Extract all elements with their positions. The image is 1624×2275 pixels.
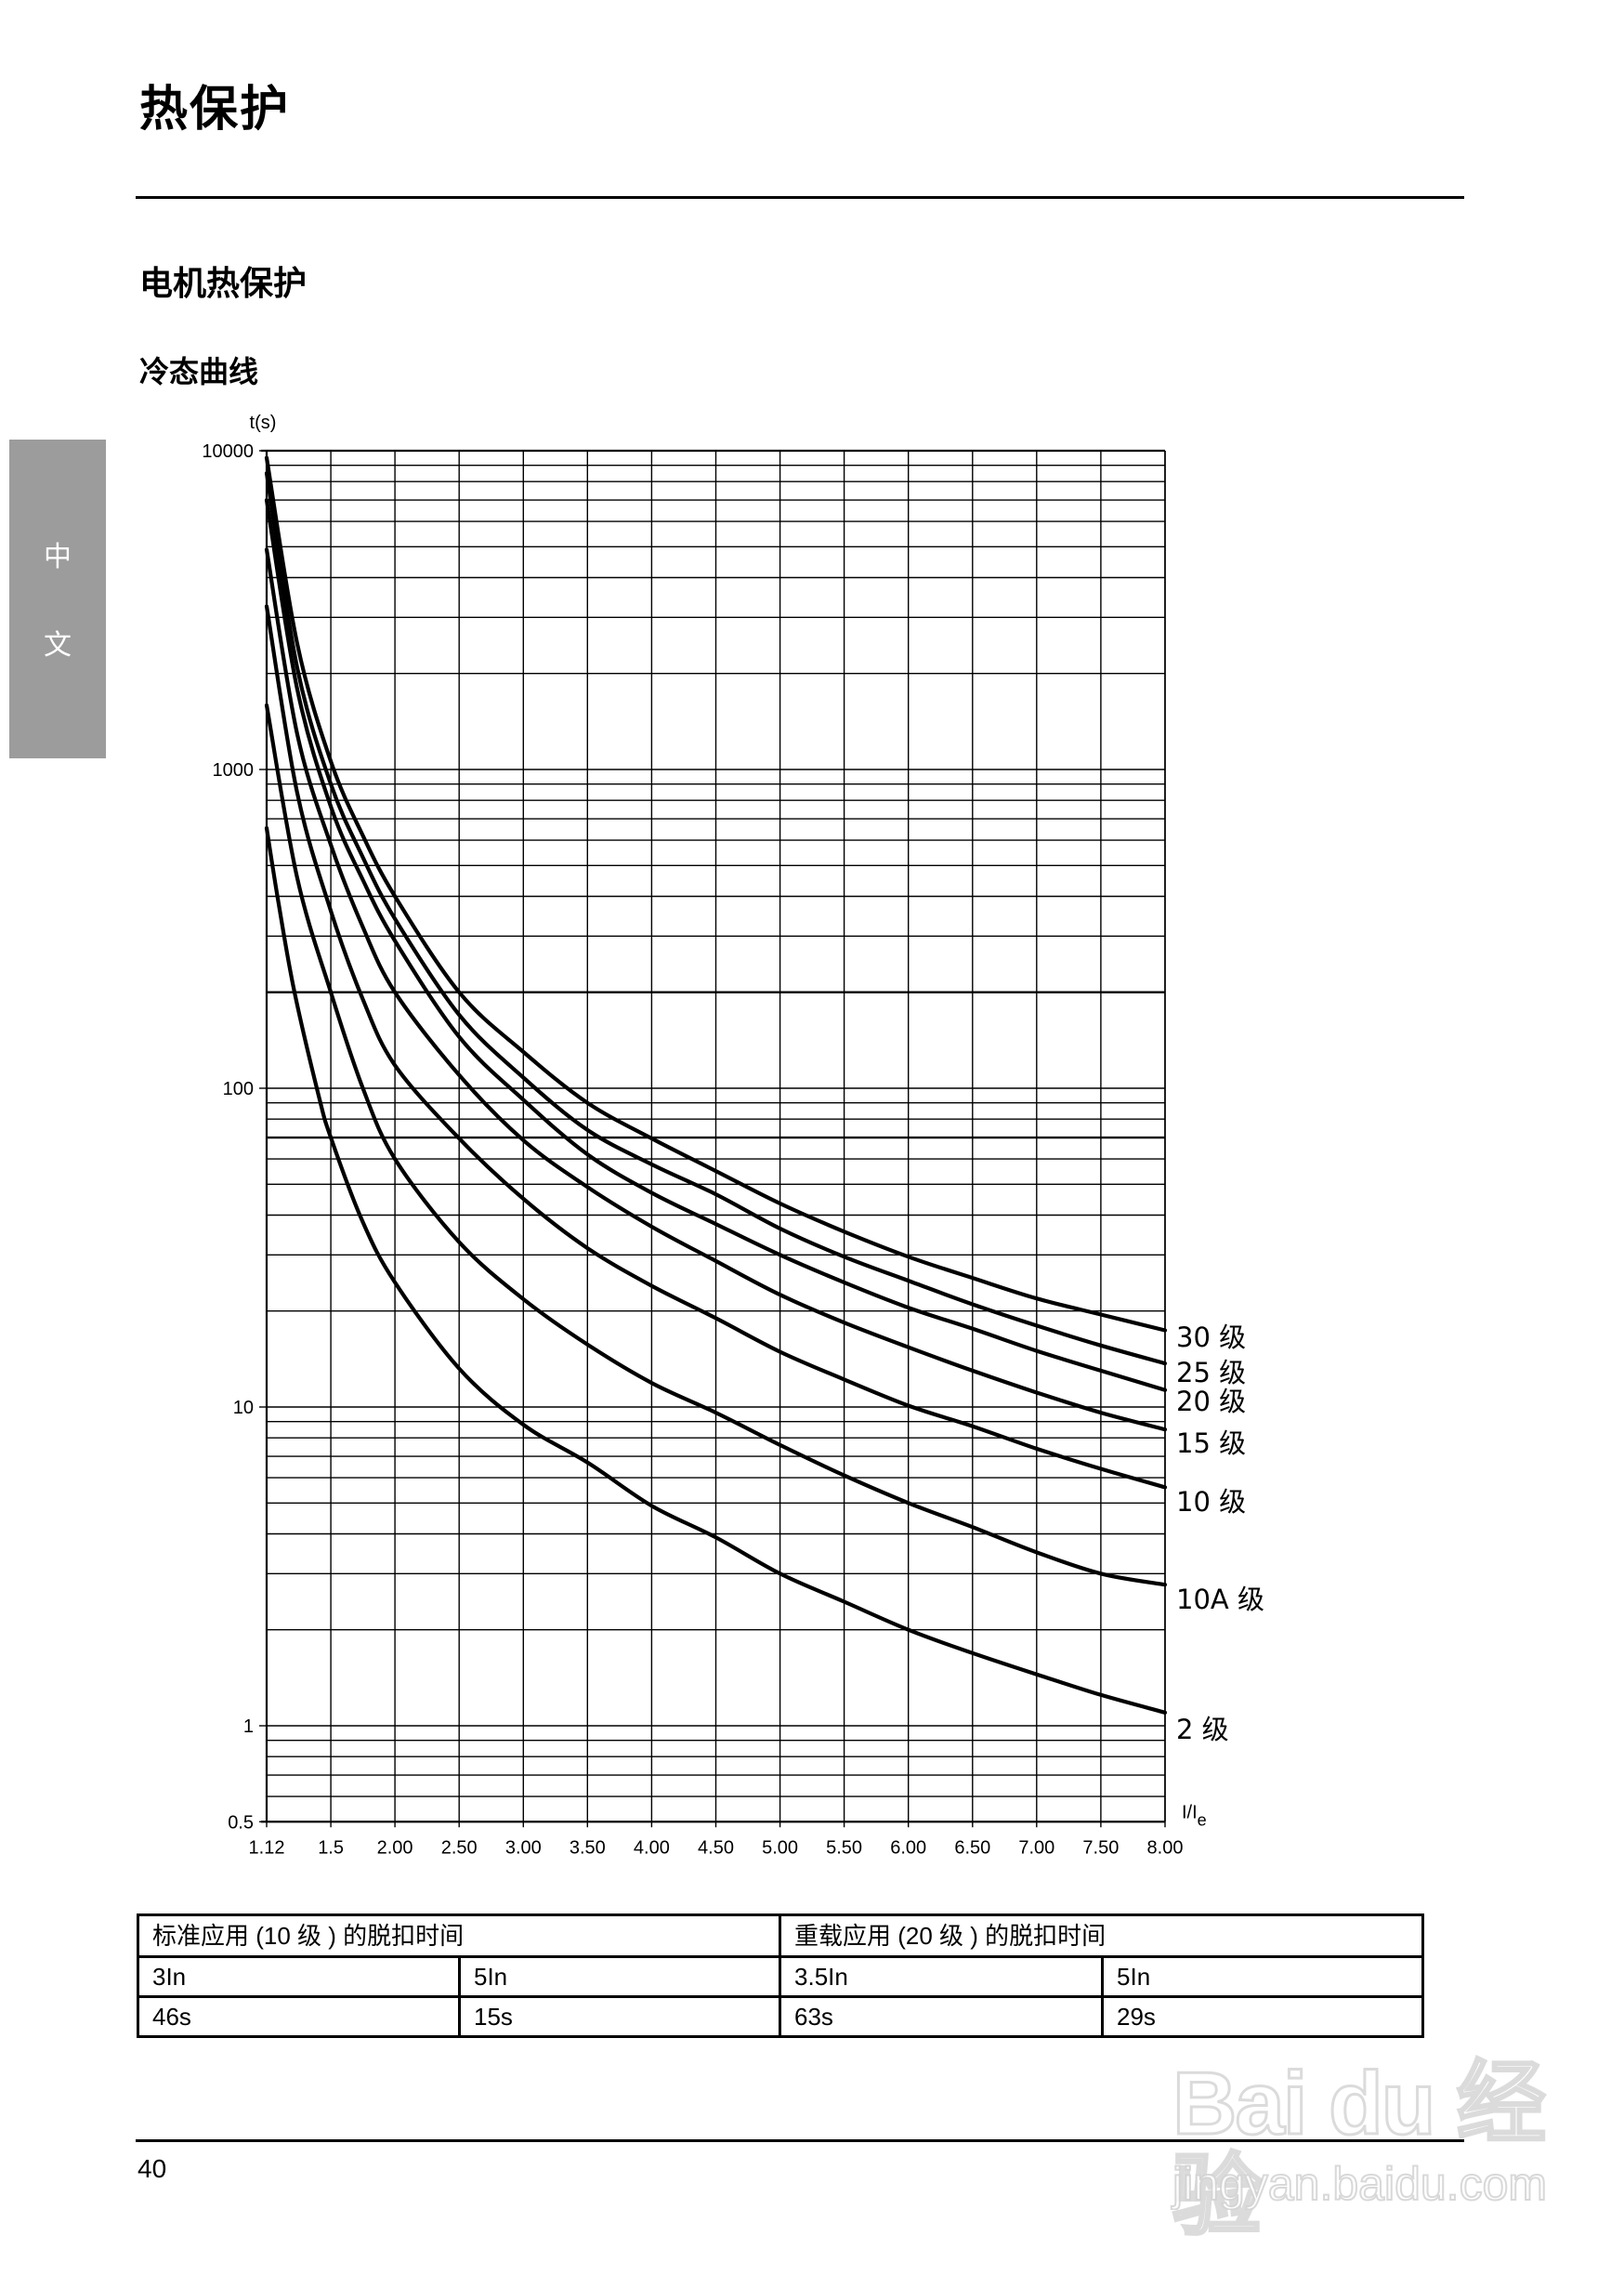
section-heading: 电机热保护: [139, 265, 308, 303]
trip-curve-10A级: [264, 703, 1168, 1587]
watermark-url: jingyan.baidu.com: [1172, 2157, 1548, 2211]
table-group-heavy: 重载应用 (20 级 ) 的脱扣时间: [779, 1913, 1425, 1958]
x-tick-label: 4.00: [634, 1837, 670, 1858]
trip-curve-10级: [264, 604, 1168, 1490]
table-cell: 5In: [457, 1955, 782, 1998]
x-tick-label: 4.50: [698, 1837, 734, 1858]
chart-labels: 30 级 25 级20 级 15 级 10 级 10A 级 2 级: [1176, 1322, 1264, 1745]
x-tick-label: 6.00: [890, 1837, 926, 1858]
curve-label: 20 级: [1176, 1386, 1246, 1417]
x-axis-title: I/Ie: [1182, 1802, 1207, 1829]
trip-curve-30级: [264, 455, 1168, 1333]
table-header-row: 标准应用 (10 级 ) 的脱扣时间 重载应用 (20 级 ) 的脱扣时间: [136, 1913, 1425, 1958]
trip-curve-chart: 1.12 1.5 2.00 2.50 3.00 3.50 4.00 4.50 5.00 5.50 6…: [202, 413, 1264, 1858]
table-cell: 46s: [137, 1995, 461, 2038]
x-tick-label: 2.00: [377, 1837, 413, 1858]
chart-heading: 冷态曲线: [139, 354, 259, 389]
y-axis-title: t(s): [250, 413, 277, 433]
table-cell: 3.5In: [779, 1955, 1105, 1998]
curve-label: 10A 级: [1176, 1584, 1264, 1615]
language-side-tab[interactable]: 中 文: [9, 440, 106, 758]
side-tab-char-1: 中: [44, 541, 72, 573]
table-cell: 5In: [1101, 1955, 1425, 1998]
curve-label: 2 级: [1176, 1714, 1229, 1745]
y-tick-label: 100: [223, 1079, 254, 1099]
chart-curves: [264, 455, 1168, 1715]
x-tick-label: 5.00: [762, 1837, 798, 1858]
header-divider: [136, 196, 1464, 199]
table-row: 3In 5In 3.5In 5In: [137, 1955, 1425, 1998]
x-tick-label: 1.12: [249, 1837, 285, 1858]
page-title: 热保护: [139, 82, 291, 138]
y-tick-label: 1000: [213, 760, 255, 781]
x-tick-label: 8.00: [1147, 1837, 1184, 1858]
table-cell: 15s: [457, 1995, 782, 2038]
x-tick-label: 1.5: [318, 1837, 344, 1858]
footer-divider: [136, 2139, 1464, 2142]
side-tab-char-2: 文: [44, 629, 72, 662]
curve-label: 15 级: [1176, 1427, 1246, 1459]
x-tick-label: 7.00: [1018, 1837, 1054, 1858]
curve-label: 25 级: [1176, 1357, 1246, 1388]
trip-curve-2级: [264, 825, 1168, 1715]
table-cell: 3In: [137, 1955, 461, 1998]
chart-axes: 1.12 1.5 2.00 2.50 3.00 3.50 4.00 4.50 5.00 5.50 6…: [202, 413, 1206, 1858]
trip-curve-15级: [264, 547, 1168, 1432]
table-cell: 63s: [779, 1995, 1105, 2038]
x-tick-label: 3.00: [505, 1837, 542, 1858]
x-tick-label: 3.50: [570, 1837, 606, 1858]
watermark-logo: Bai du 经验: [1172, 2054, 1548, 2246]
trip-curve-25级: [264, 471, 1168, 1366]
trip-time-table: 标准应用 (10 级 ) 的脱扣时间 重载应用 (20 级 ) 的脱扣时间 3I…: [136, 1913, 1425, 2038]
x-tick-label: 2.50: [441, 1837, 478, 1858]
chart-grid: [266, 450, 1166, 1828]
table-group-standard: 标准应用 (10 级 ) 的脱扣时间: [136, 1913, 782, 1958]
x-tick-label: 7.50: [1082, 1837, 1119, 1858]
y-tick-label: 10: [233, 1398, 254, 1418]
table-row: 46s 15s 63s 29s: [137, 1995, 1425, 2038]
y-tick-label: 10000: [202, 441, 254, 462]
y-tick-label: 1: [243, 1716, 254, 1737]
curve-label: 10 级: [1176, 1486, 1246, 1518]
curve-label: 30 级: [1176, 1322, 1246, 1353]
table-cell: 29s: [1101, 1995, 1425, 2038]
x-tick-label: 5.50: [826, 1837, 862, 1858]
x-tick-label: 6.50: [954, 1837, 990, 1858]
trip-curve-20级: [264, 498, 1168, 1392]
page-number: 40: [138, 2154, 167, 2183]
y-tick-label: 0.5: [228, 1812, 254, 1833]
